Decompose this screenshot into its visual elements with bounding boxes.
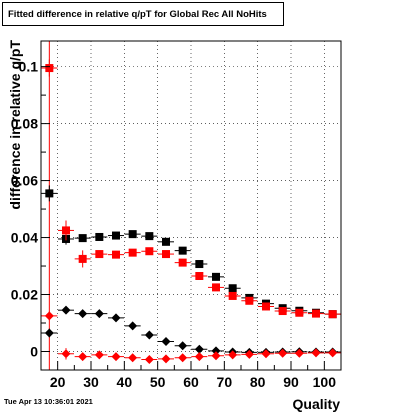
x-tick-label: 70 [217, 374, 233, 390]
data-point-diamond [111, 313, 121, 323]
x-tick-label: 40 [117, 374, 133, 390]
data-point-square [195, 260, 204, 269]
data-point-diamond [261, 349, 271, 359]
data-point-square [45, 64, 54, 73]
x-tick-label: 80 [250, 374, 266, 390]
data-point-square [312, 309, 320, 318]
data-point-diamond [211, 351, 221, 361]
data-point-diamond [161, 337, 171, 347]
axis-ticks: 20 30 40 50 60 70 80 90 100 0 0.02 0.04 0.06 0.08 0.1 [11, 59, 336, 390]
y-tick-label: 0.04 [11, 230, 38, 246]
title-box: Fitted difference in relative q/pT for G… [2, 2, 284, 26]
series-3 [41, 311, 341, 364]
y-tick-label: 0 [30, 343, 38, 359]
data-point-diamond [328, 348, 338, 358]
x-tick-label: 90 [283, 374, 299, 390]
data-point-square [162, 237, 170, 246]
data-point-diamond [128, 353, 138, 363]
data-point-diamond [228, 350, 238, 360]
data-point-diamond [178, 353, 188, 363]
data-point-diamond [78, 309, 88, 319]
data-point-diamond [144, 354, 154, 364]
data-point-square [112, 250, 120, 259]
data-point-square [95, 232, 104, 241]
data-point-square [128, 230, 137, 239]
data-point-diamond [128, 321, 138, 331]
data-point-square [112, 231, 120, 240]
chart-title: Fitted difference in relative q/pT for G… [8, 9, 267, 20]
data-point-diamond [161, 354, 171, 364]
data-point-diamond [94, 350, 104, 360]
data-point-square [78, 254, 87, 263]
x-tick-label: 20 [50, 374, 66, 390]
y-axis-label: difference in relative q/pT [7, 40, 23, 210]
data-point-square [195, 272, 204, 280]
y-tick-label: 0.1 [19, 59, 39, 75]
grid-lines [41, 41, 341, 370]
data-point-square [178, 246, 187, 255]
series-1 [41, 59, 341, 319]
data-point-diamond [61, 349, 71, 359]
data-point-square [228, 291, 237, 300]
x-tick-label: 30 [83, 374, 99, 390]
x-tick-label: 50 [150, 374, 166, 390]
y-tick-label: 0.06 [11, 173, 38, 189]
data-point-square [145, 247, 154, 256]
data-point-diamond [61, 305, 71, 315]
x-axis-label: Quality [293, 396, 341, 412]
x-tick-label: 100 [313, 374, 337, 390]
data-point-diamond [94, 309, 104, 319]
data-marks [41, 59, 341, 364]
data-point-diamond [144, 330, 154, 340]
y-tick-label: 0.02 [11, 287, 38, 303]
data-point-diamond [178, 341, 188, 351]
data-point-square [178, 258, 187, 267]
data-point-diamond [44, 311, 54, 321]
data-point-diamond [78, 352, 88, 362]
data-point-square [278, 307, 287, 316]
data-point-square [228, 284, 237, 293]
data-point-diamond [278, 348, 288, 358]
data-point-square [295, 308, 304, 317]
footer-timestamp: Tue Apr 13 10:36:01 2021 [4, 397, 93, 406]
data-point-square [212, 272, 220, 281]
data-point-diamond [294, 348, 304, 358]
data-point-square [262, 302, 270, 311]
data-point-square [328, 310, 337, 319]
data-point-square [62, 226, 70, 235]
data-point-square [245, 296, 254, 305]
y-tick-label: 0.08 [11, 116, 38, 132]
data-point-diamond [211, 346, 221, 356]
data-point-square [95, 250, 104, 259]
data-point-square [45, 189, 54, 198]
data-point-square [128, 248, 137, 257]
data-point-diamond [194, 352, 204, 362]
data-point-square [78, 234, 87, 243]
data-point-diamond [194, 344, 204, 354]
data-point-diamond [311, 348, 321, 358]
data-point-square [162, 250, 170, 259]
x-tick-label: 60 [183, 374, 199, 390]
data-point-square [212, 283, 220, 292]
data-point-diamond [111, 352, 121, 362]
data-point-square [145, 232, 154, 241]
data-point-diamond [44, 328, 54, 338]
data-point-diamond [244, 349, 254, 359]
